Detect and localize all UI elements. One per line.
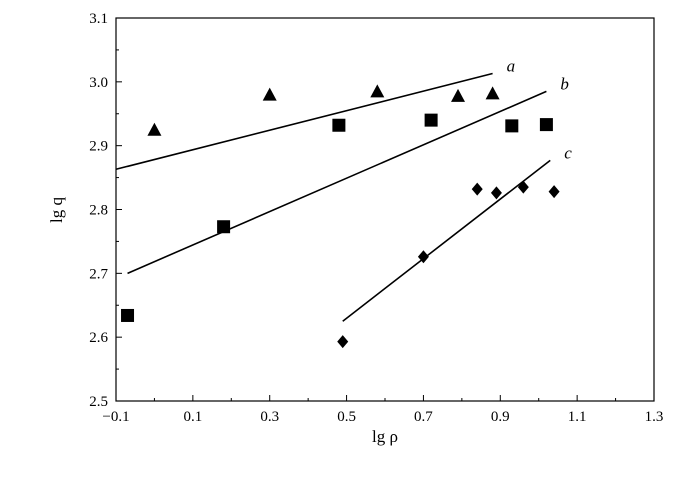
data-point-c [490,186,502,200]
y-tick-label: 2.9 [89,139,108,155]
data-point-b [424,113,438,127]
x-tick-label: 0.3 [260,409,279,425]
data-point-c [471,182,483,196]
y-tick-label: 2.6 [89,330,108,346]
data-point-c [417,250,429,264]
data-point-b [217,220,231,234]
y-tick-label: 2.8 [89,203,108,219]
fit-line-a [115,72,493,171]
data-point-c [517,180,529,194]
plot-frame [115,17,655,402]
x-tick-label: 0.7 [414,409,433,425]
data-point-a [147,122,162,136]
data-point-c [337,335,349,349]
y-tick-label: 2.7 [89,266,108,282]
x-tick-label: 1.1 [568,409,587,425]
x-tick-label: −0.1 [102,409,129,425]
fit-line-c [342,159,551,322]
data-point-b [539,118,553,132]
y-tick-label: 2.5 [89,394,108,410]
data-points-layer [121,84,560,349]
data-point-a [370,84,385,98]
y-axis-label: lg q [47,197,66,223]
y-tick-label: 3.1 [89,11,108,27]
y-tick-label: 3.0 [89,75,108,91]
series-labels-layer: a b c [507,57,573,163]
x-tick-label: 1.3 [645,409,664,425]
series-label-a: a [507,57,515,76]
data-point-b [332,118,346,132]
data-point-a [485,86,500,100]
ticks-layer: −0.1 0.1 0.3 0.5 0.7 0.9 1.1 1.3 2.5 2.6 2.7 2.8 2.9… [89,11,663,425]
series-label-c: c [564,143,572,162]
x-tick-label: 0.5 [337,409,356,425]
x-axis-label: lg ρ [372,427,398,446]
series-label-b: b [560,74,569,93]
data-point-b [121,308,135,322]
data-point-a [262,87,277,101]
data-point-c [548,185,560,199]
data-point-b [505,119,519,133]
x-tick-label: 0.9 [491,409,510,425]
fit-lines-layer [115,72,551,322]
data-point-a [451,88,466,102]
x-tick-label: 0.1 [183,409,202,425]
fit-line-b [127,90,547,275]
